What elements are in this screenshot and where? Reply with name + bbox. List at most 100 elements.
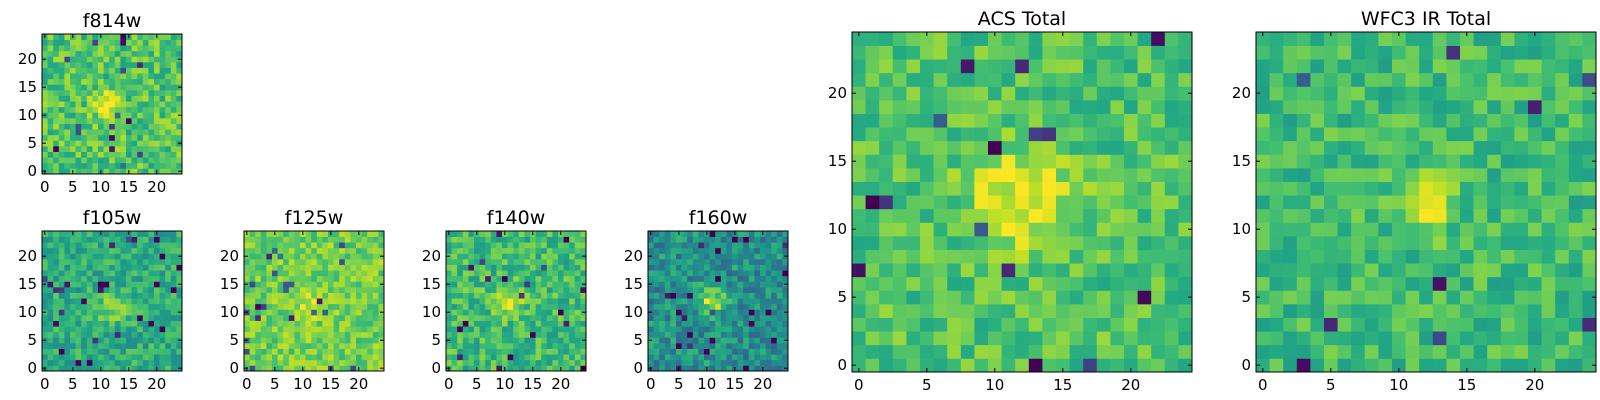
heatmap-cell [300, 292, 306, 299]
heatmap-cell [154, 309, 160, 316]
heatmap-cell [574, 253, 581, 260]
heatmap-cell [737, 331, 744, 338]
heatmap-cell [53, 247, 60, 254]
heatmap-cell [339, 242, 346, 249]
heatmap-cell [1042, 195, 1057, 210]
heatmap-cell [1378, 100, 1393, 114]
heatmap-cell [103, 354, 110, 361]
heatmap-cell [305, 337, 312, 344]
heatmap-cell [569, 231, 576, 237]
heatmap-cell [47, 343, 54, 349]
heatmap-cell [1269, 236, 1284, 250]
heatmap-cell [81, 50, 88, 57]
heatmap-cell [120, 151, 127, 158]
heatmap-cell [159, 78, 166, 85]
heatmap-cell [53, 73, 60, 80]
heatmap-cell [765, 354, 772, 361]
heatmap-cell [743, 281, 750, 288]
heatmap-cell [546, 359, 553, 366]
heatmap-cell [176, 331, 183, 338]
heatmap-cell [176, 90, 183, 96]
heatmap-cell [1178, 358, 1193, 373]
heatmap-cell [552, 303, 559, 310]
heatmap-cell [574, 292, 581, 299]
heatmap-cell [170, 162, 177, 169]
heatmap-cell [165, 326, 172, 333]
heatmap-cell [1296, 86, 1311, 101]
heatmap-cell [148, 78, 155, 85]
heatmap-cell [142, 309, 149, 316]
heatmap-cell [266, 253, 273, 260]
heatmap-cell [316, 270, 323, 277]
heatmap-cell [518, 264, 525, 271]
heatmap-cell [698, 343, 705, 349]
heatmap-cell [137, 326, 144, 333]
heatmap-cell [356, 298, 362, 305]
heatmap-cell [1296, 236, 1311, 250]
heatmap-cell [852, 195, 866, 210]
heatmap-cell [322, 236, 329, 243]
heatmap-cell [1528, 168, 1542, 182]
heatmap-cell [852, 113, 866, 128]
heatmap-cell [266, 343, 273, 349]
heatmap-cell [754, 247, 761, 254]
heatmap-cell [737, 275, 744, 282]
heatmap-cell [311, 343, 318, 349]
heatmap-cell [244, 348, 250, 355]
heatmap-cell [86, 275, 93, 282]
heatmap-cell [277, 281, 284, 288]
heatmap-cell [704, 303, 710, 310]
heatmap-cell [1473, 208, 1488, 223]
heatmap-cells [648, 231, 789, 372]
heatmap-cell [86, 331, 93, 338]
heatmap-cell [1541, 195, 1556, 210]
heatmap-cell [574, 281, 581, 288]
heatmap-cell [524, 348, 531, 355]
heatmap-cell [165, 62, 172, 68]
heatmap-cell [1256, 32, 1270, 46]
heatmap-cell [865, 317, 880, 332]
heatmap-cell [1001, 276, 1016, 291]
heatmap-cell [1392, 304, 1406, 318]
heatmap-cell [1269, 263, 1284, 278]
heatmap-cell [1110, 304, 1125, 318]
heatmap-cell [490, 331, 497, 338]
heatmap-cell [653, 359, 660, 366]
heatmap-cell [496, 331, 503, 338]
heatmap-cell [64, 56, 71, 63]
heatmap-cell [1541, 59, 1556, 74]
heatmap-cell [114, 292, 121, 299]
heatmap-cell [1028, 86, 1043, 101]
heatmap-cell [1582, 72, 1597, 87]
heatmap-cell [446, 259, 452, 265]
heatmap-cell [451, 292, 458, 299]
heatmap-cell [98, 287, 104, 293]
heatmap-cell [715, 236, 722, 243]
heatmap-cell [53, 348, 60, 355]
heatmap-cell [344, 315, 351, 321]
heatmap-cell [782, 343, 789, 349]
heatmap-cell [1164, 86, 1179, 101]
heatmap-cell [1283, 317, 1298, 332]
heatmap-cell [159, 134, 166, 141]
heatmap-cell [137, 354, 144, 361]
heatmap-cell [732, 331, 738, 338]
heatmap-cell [743, 331, 750, 338]
heatmap-cell [754, 303, 761, 310]
heatmap-cell [159, 292, 166, 299]
heatmap-cell [546, 337, 553, 344]
heatmap-cell [507, 348, 514, 355]
heatmap-cell [698, 320, 705, 327]
heatmap-cell [249, 359, 256, 366]
heatmap-cell [726, 298, 733, 305]
heatmap-cell [333, 298, 340, 305]
heatmap-cell [879, 344, 894, 359]
heatmap-cell [47, 303, 54, 310]
heatmap-cell [754, 337, 761, 344]
heatmap-cell [109, 73, 116, 80]
heatmap-cell [1337, 304, 1352, 318]
heatmap-cell [1042, 263, 1057, 278]
heatmap-cell [277, 298, 284, 305]
heatmap-cell [333, 348, 340, 355]
